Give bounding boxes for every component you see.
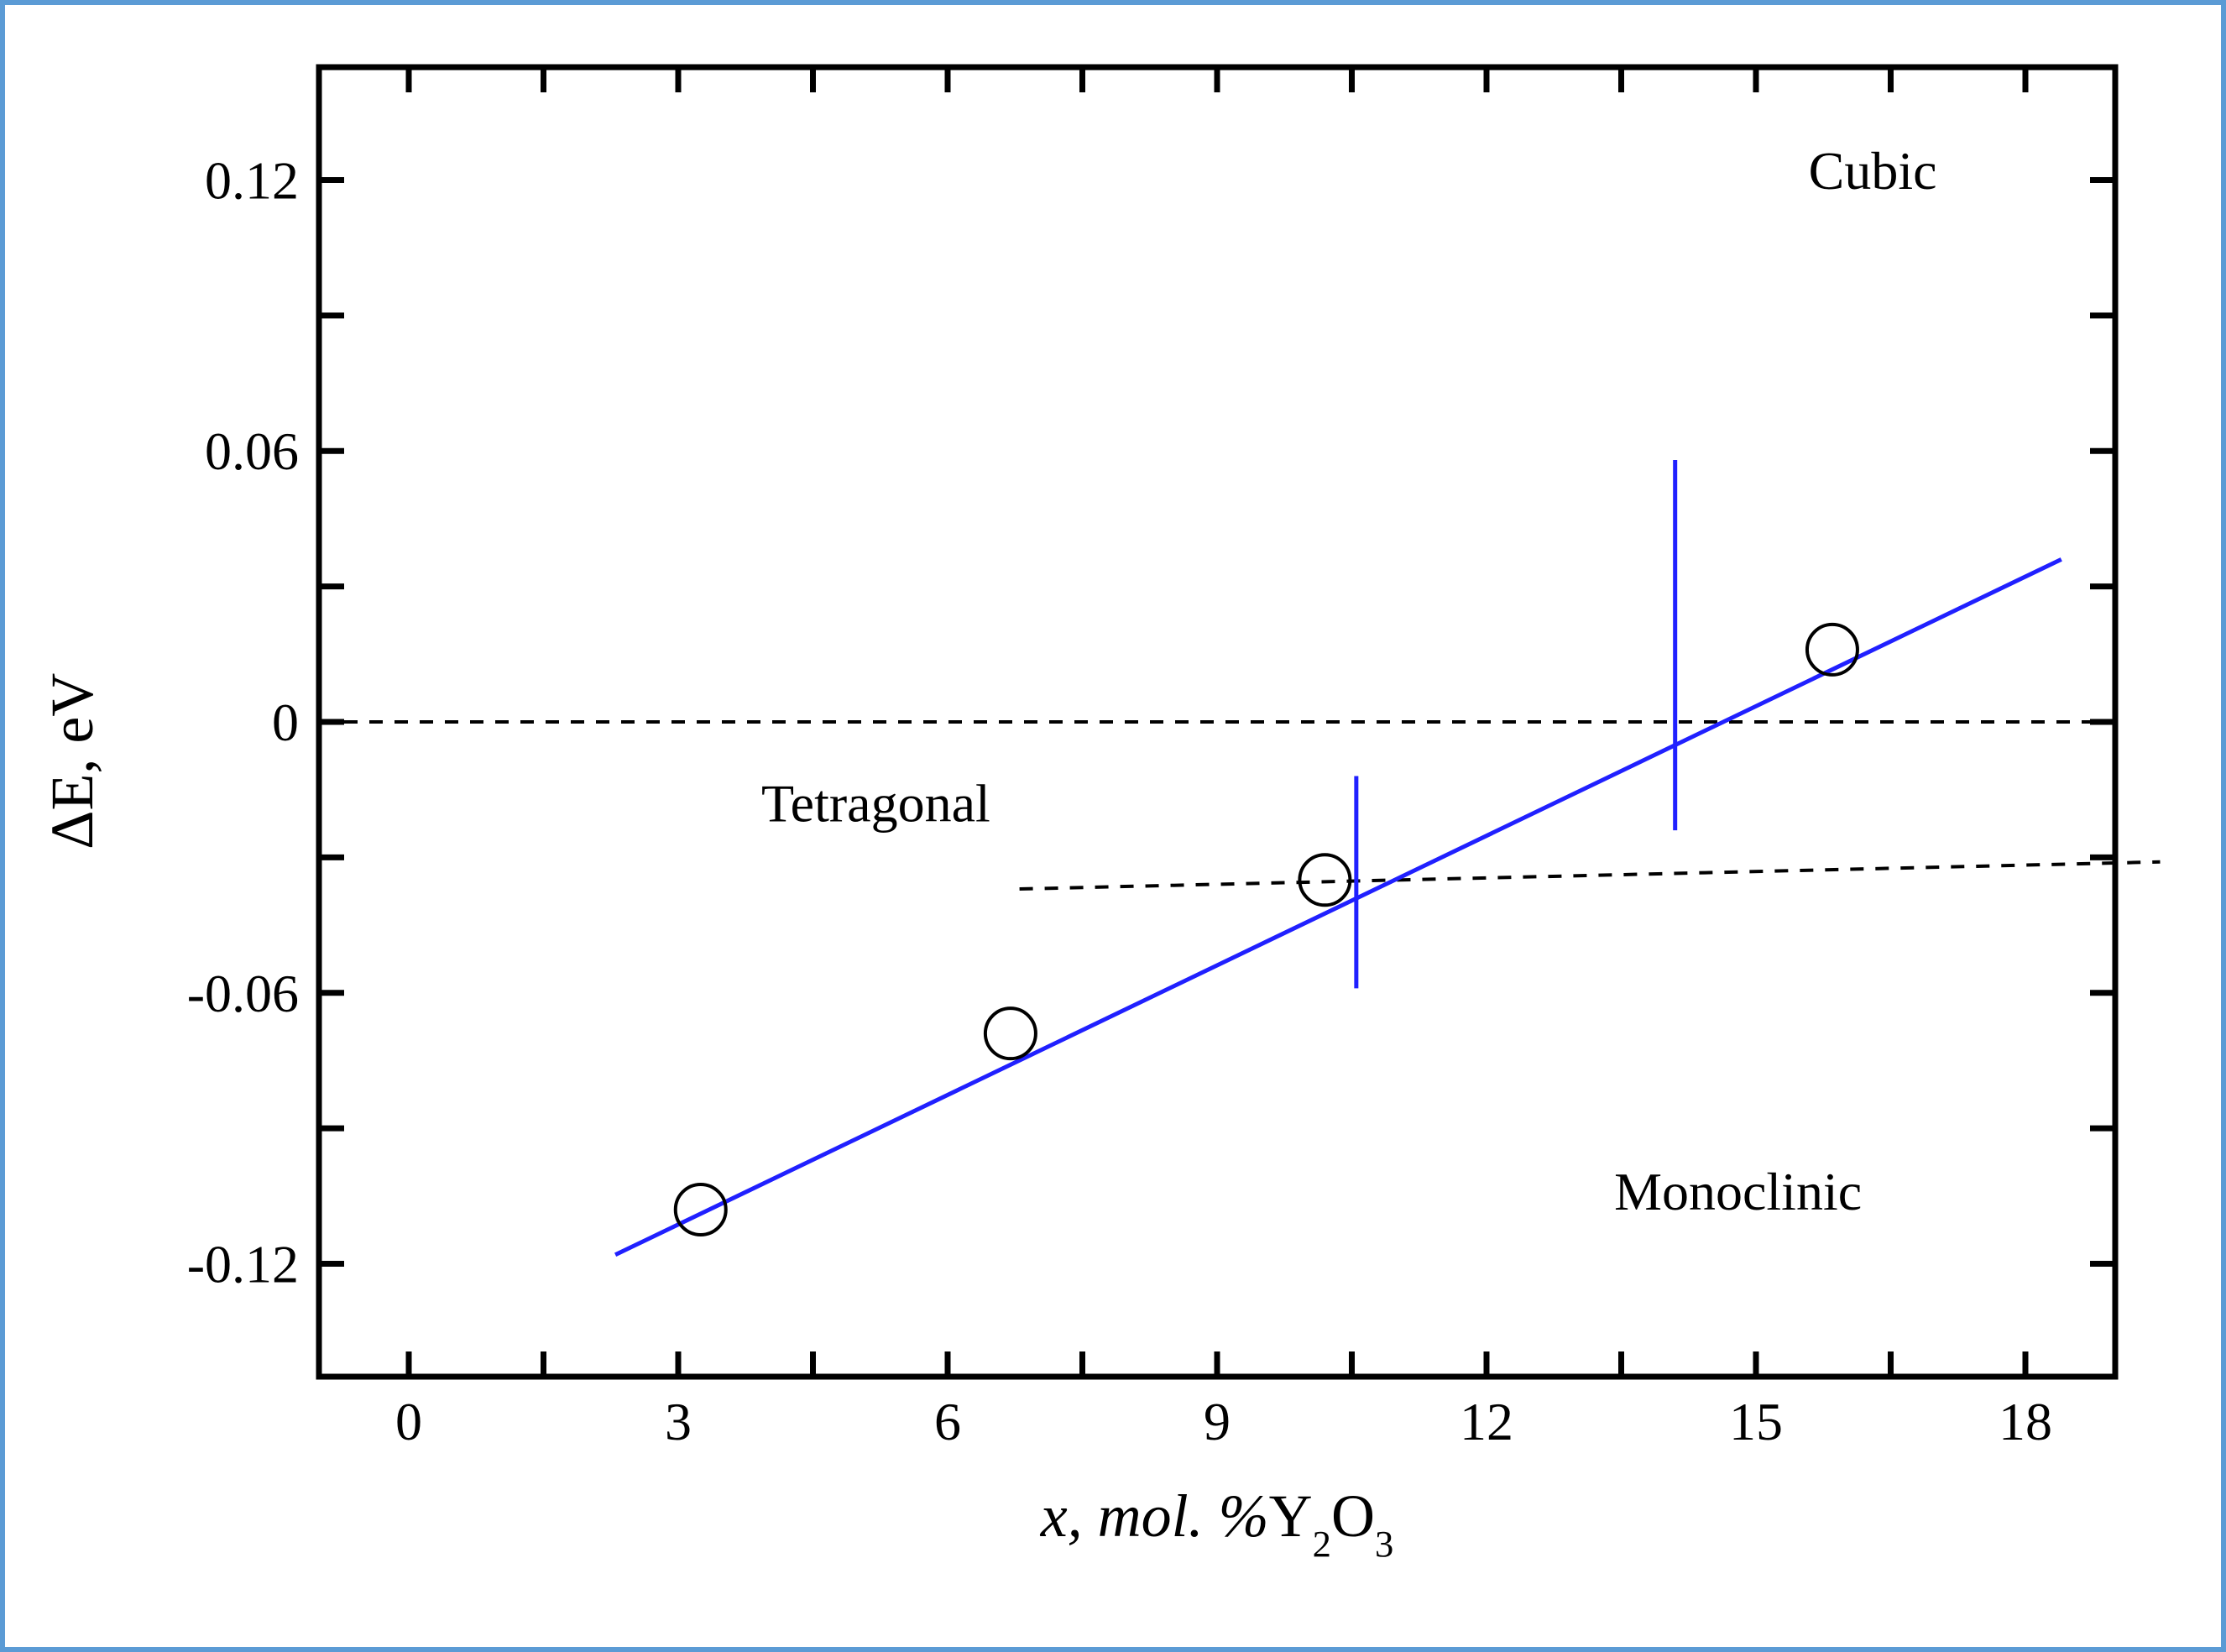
x-tick-label: 15 [1729, 1392, 1783, 1451]
y-tick-label: -0.06 [187, 964, 299, 1023]
x-tick-label: 12 [1460, 1392, 1513, 1451]
y-tick-label: -0.12 [187, 1235, 299, 1294]
y-axis-label: ΔE, eV [39, 673, 106, 850]
y-tick-label: 0 [272, 693, 299, 752]
cubic-label: Cubic [1809, 141, 1937, 201]
y-tick-label: 0.06 [205, 421, 299, 481]
tetragonal-label: Tetragonal [761, 773, 990, 833]
x-tick-label: 3 [665, 1392, 692, 1451]
x-tick-label: 0 [395, 1392, 422, 1451]
y-tick-label: 0.12 [205, 150, 299, 210]
monoclinic-label: Monoclinic [1614, 1162, 1862, 1221]
x-tick-label: 18 [1999, 1392, 2052, 1451]
x-tick-label: 9 [1204, 1392, 1231, 1451]
x-tick-label: 6 [934, 1392, 961, 1451]
